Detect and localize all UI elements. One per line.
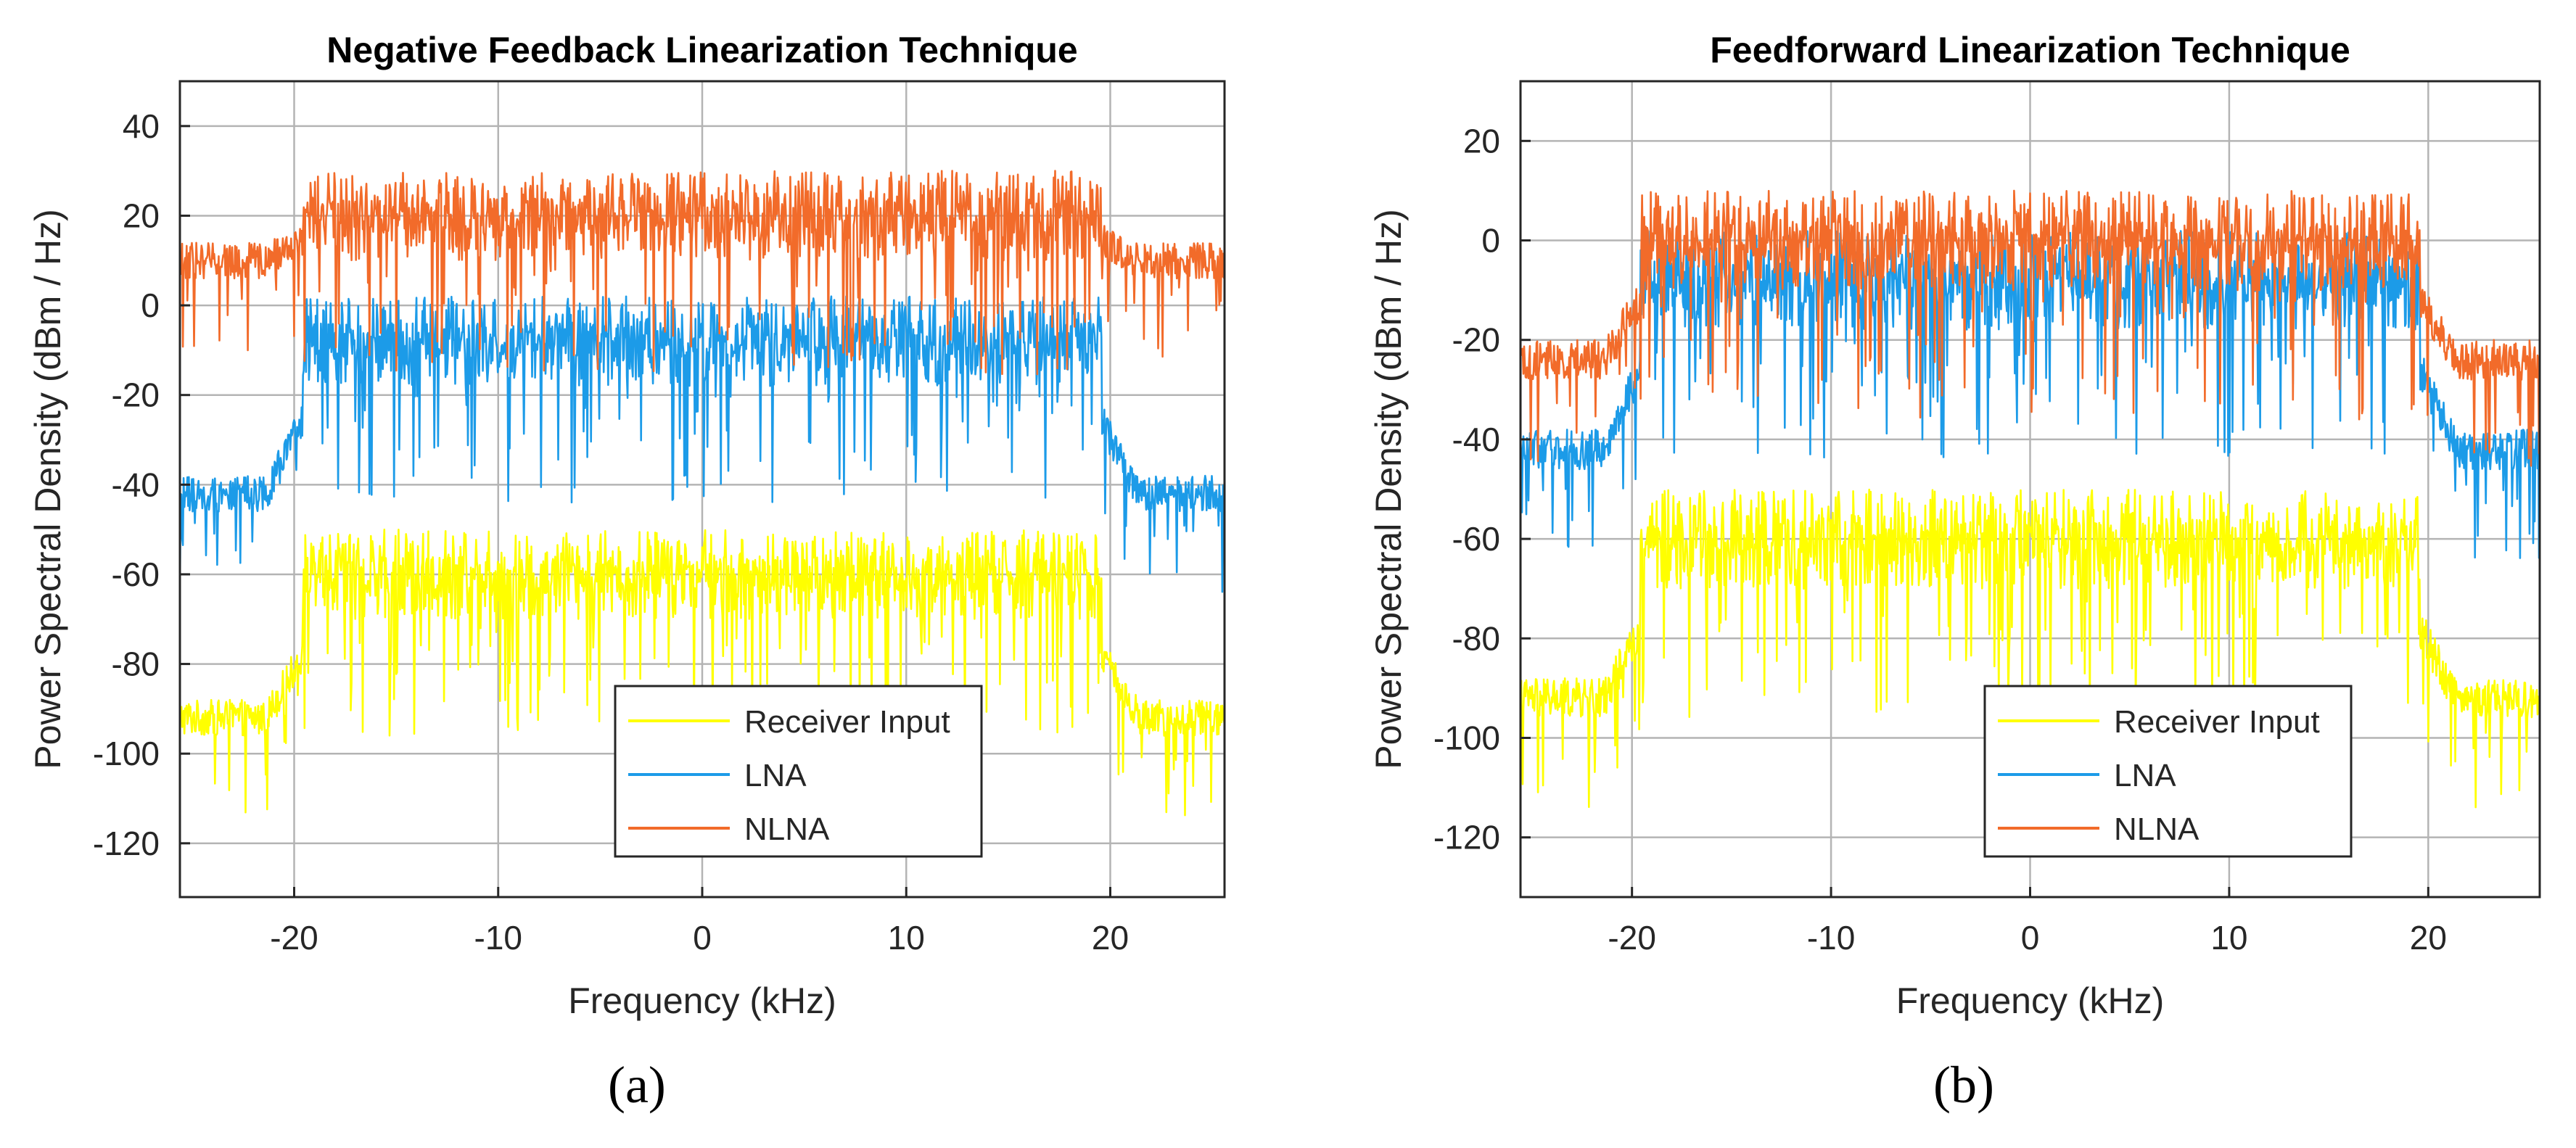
y-tick-label: -120	[93, 825, 160, 862]
y-tick-label: 20	[1463, 122, 1500, 160]
panel-label-a-text: (a)	[608, 1056, 666, 1114]
x-axis-label: Frequency (kHz)	[568, 980, 836, 1021]
chart-negative-feedback: -20 -10 0 10 2040200-20-40-60-80-100-120Nega…	[28, 30, 1226, 1021]
y-tick-label: -40	[1452, 421, 1500, 458]
y-tick-label: -120	[1433, 819, 1500, 856]
legend-entry: Receiver Input	[2114, 704, 2320, 740]
legend-entry: NLNA	[2114, 812, 2200, 847]
panel-label-a: (a)	[608, 1055, 666, 1115]
y-tick-label: -20	[1452, 321, 1500, 359]
x-tick-label: 10	[2210, 919, 2247, 957]
legend-entry: LNA	[744, 758, 807, 793]
legend: Receiver Input LNA NLNA	[614, 685, 983, 858]
panel-label-b: (b)	[1933, 1055, 1994, 1115]
legend-entry: NLNA	[744, 812, 830, 847]
x-tick-label: -10	[474, 919, 522, 957]
y-tick-label: 0	[141, 286, 160, 324]
legend-entry: LNA	[2114, 758, 2176, 793]
series-line-receiver-input	[178, 528, 1226, 817]
y-tick-label: -60	[112, 556, 160, 593]
y-tick-label: 20	[123, 197, 160, 234]
y-tick-label: -100	[93, 735, 160, 772]
y-axis-label: Power Spectral Density (dBm / Hz)	[1368, 209, 1409, 769]
y-tick-label: -60	[1452, 520, 1500, 558]
x-tick-label: 0	[693, 919, 712, 957]
series-line-nlna	[178, 170, 1226, 376]
series-line-lna	[178, 295, 1226, 593]
x-tick-label: -20	[270, 919, 318, 957]
x-axis-label: Frequency (kHz)	[1896, 980, 2165, 1021]
y-axis-label: Power Spectral Density (dBm / Hz)	[28, 209, 68, 769]
panel-label-b-text: (b)	[1933, 1056, 1994, 1114]
x-tick-label: -20	[1608, 919, 1655, 957]
legend-entry: Receiver Input	[744, 704, 950, 740]
legend: Receiver Input LNA NLNA	[1983, 685, 2353, 858]
y-tick-label: -80	[112, 645, 160, 683]
x-tick-label: 10	[888, 919, 925, 957]
x-tick-label: -10	[1807, 919, 1855, 957]
series-line-receiver-input	[1519, 488, 2541, 809]
chart-title: Feedforward Linearization Technique	[1710, 30, 2350, 70]
y-tick-label: -20	[112, 376, 160, 414]
x-tick-label: 20	[1092, 919, 1129, 957]
x-tick-label: 0	[2021, 919, 2040, 957]
x-tick-label: 20	[2410, 919, 2447, 957]
chart-feedforward: -20 -10 0 10 20200-20-40-60-80-100-120Feedfo…	[1368, 30, 2541, 1021]
chart-title: Negative Feedback Linearization Techniqu…	[326, 30, 1077, 70]
y-tick-label: -100	[1433, 719, 1500, 756]
y-tick-label: -40	[112, 466, 160, 503]
y-tick-label: 40	[123, 107, 160, 145]
y-tick-label: -80	[1452, 619, 1500, 657]
y-tick-label: 0	[1481, 222, 1500, 260]
series-line-nlna	[1519, 189, 2541, 467]
